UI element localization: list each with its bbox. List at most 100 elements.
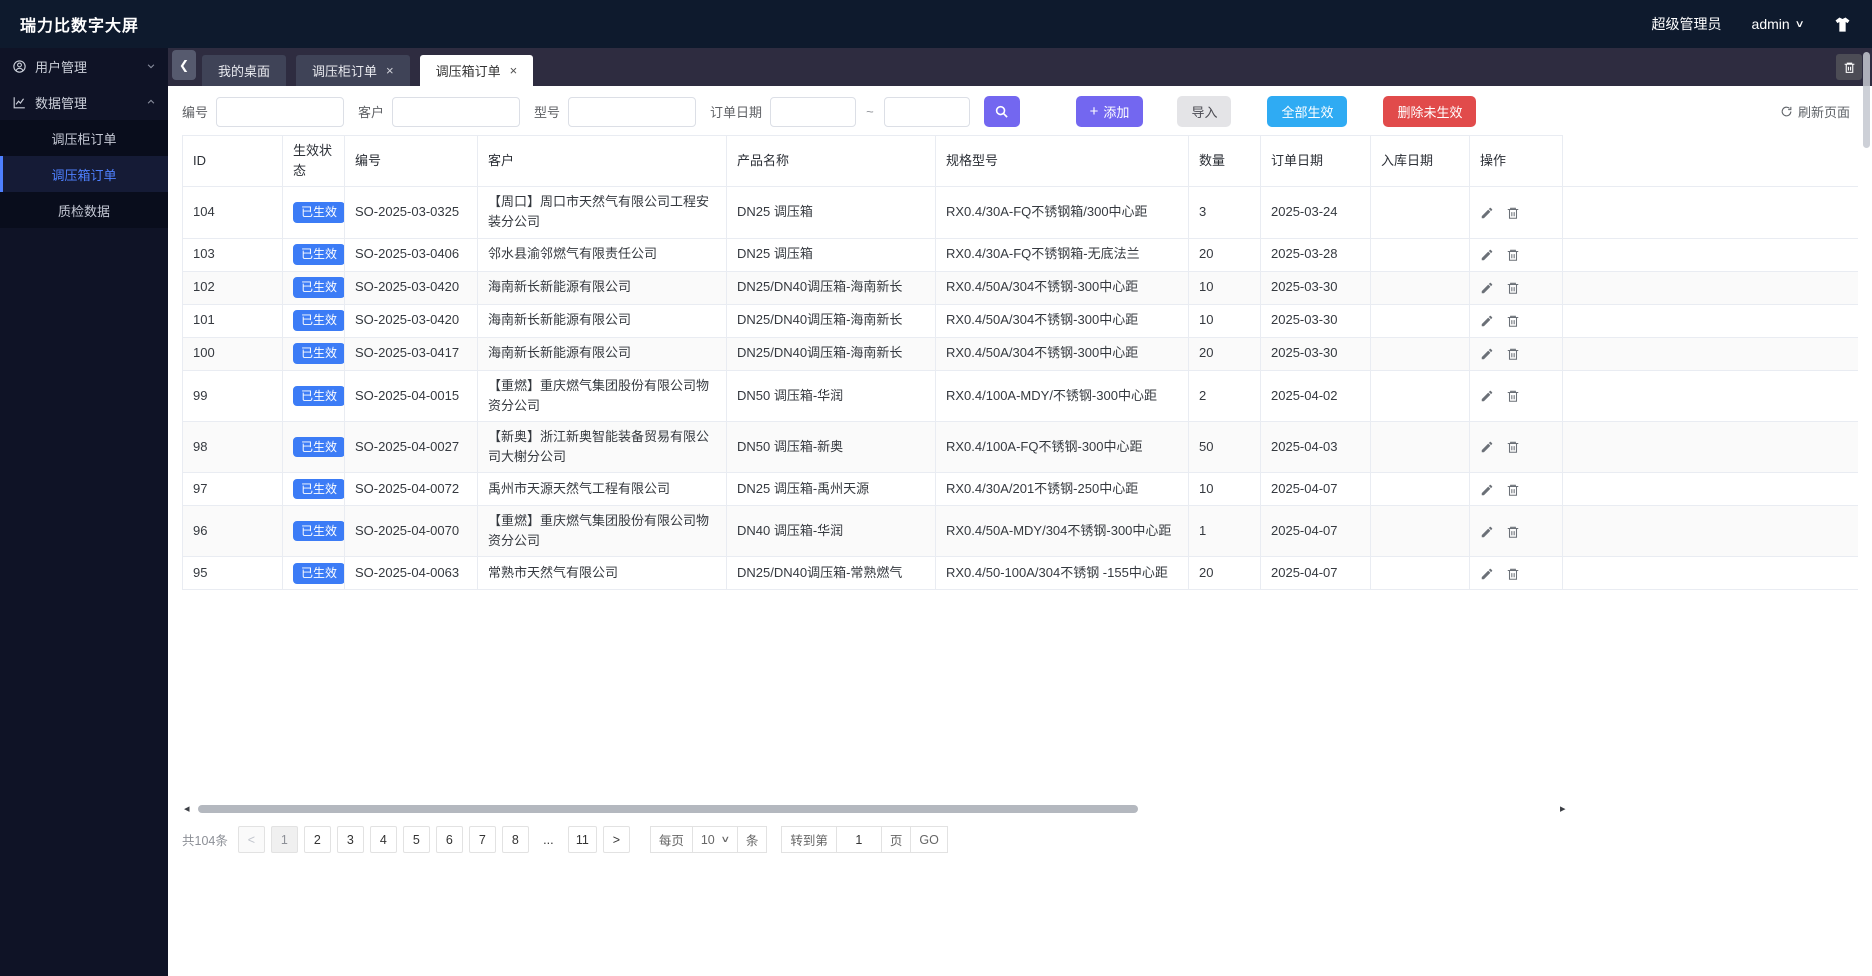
user-menu[interactable]: admin ∨: [1751, 16, 1805, 32]
row-spec: RX0.4/50-100A/304不锈钢 -155中心距: [935, 556, 1189, 591]
scroll-left-arrow-icon[interactable]: ◂: [184, 803, 190, 816]
refresh-page-link[interactable]: 刷新页面: [1780, 102, 1858, 121]
activate-all-button[interactable]: 全部生效: [1267, 96, 1348, 127]
tab-scroll-left-button[interactable]: ❮: [172, 50, 196, 80]
row-id: 99: [182, 369, 283, 422]
next-page-button[interactable]: >: [602, 826, 630, 854]
scroll-right-arrow-icon[interactable]: ▸: [1560, 803, 1566, 816]
app-title: 瑞力比数字大屏: [20, 18, 140, 35]
goto-page-input[interactable]: [844, 831, 873, 848]
row-id: 98: [182, 420, 283, 474]
delete-icon[interactable]: [1506, 389, 1520, 403]
per-page-select[interactable]: 10 ∨: [691, 826, 738, 854]
edit-icon[interactable]: [1480, 347, 1494, 361]
tab-cabinet-orders[interactable]: 调压柜订单 ×: [296, 55, 410, 86]
delete-inactive-button[interactable]: 删除未生效: [1383, 96, 1477, 127]
row-qty: 20: [1188, 556, 1261, 591]
row-in-date: [1370, 303, 1470, 338]
row-spec: RX0.4/30A-FQ不锈钢箱-无底法兰: [935, 237, 1189, 272]
tab-box-orders[interactable]: 调压箱订单 ×: [419, 55, 534, 86]
row-status: 已生效: [282, 186, 345, 239]
delete-icon[interactable]: [1506, 281, 1520, 295]
orders-table-wrapper: ID 生效状态 编号 客户 产品名称 规格型号 数量 订单日期 入库日期 操作 104 已生效 SO-…: [168, 134, 1872, 591]
edit-icon[interactable]: [1480, 389, 1494, 403]
delete-icon[interactable]: [1506, 440, 1520, 454]
edit-icon[interactable]: [1480, 567, 1494, 581]
page-button-11[interactable]: 11: [567, 826, 597, 854]
page-button-6[interactable]: 6: [435, 826, 463, 854]
delete-icon[interactable]: [1506, 347, 1520, 361]
page-button-3[interactable]: 3: [336, 826, 364, 854]
delete-icon[interactable]: [1506, 483, 1520, 497]
import-button[interactable]: 导入: [1177, 96, 1232, 127]
search-button[interactable]: [983, 96, 1020, 127]
horizontal-scrollbar-thumb[interactable]: [198, 805, 1138, 814]
row-customer: 邻水县渝邻燃气有限责任公司: [477, 237, 727, 272]
go-button[interactable]: GO: [910, 826, 948, 854]
vertical-scrollbar-thumb[interactable]: [1863, 52, 1870, 148]
table-row: 102 已生效 SO-2025-03-0420 海南新长新能源有限公司 DN25/DN4…: [182, 270, 1858, 305]
page-button-7[interactable]: 7: [468, 826, 496, 854]
edit-icon[interactable]: [1480, 483, 1494, 497]
chevron-up-icon: [146, 97, 156, 107]
per-page-value: 10: [700, 832, 715, 847]
add-button[interactable]: + 添加: [1075, 96, 1144, 127]
row-in-date: [1370, 556, 1470, 591]
column-header: 生效状态: [282, 134, 345, 188]
table-header-row: ID 生效状态 编号 客户 产品名称 规格型号 数量 订单日期 入库日期 操作: [182, 134, 1858, 188]
theme-shirt-icon[interactable]: [1833, 15, 1852, 34]
row-product: DN25 调压箱-禹州天源: [726, 472, 936, 507]
page-button-8[interactable]: 8: [501, 826, 529, 854]
sidebar-item-data-management[interactable]: 数据管理: [0, 84, 168, 120]
edit-icon[interactable]: [1480, 206, 1494, 220]
code-filter-input[interactable]: [216, 96, 345, 127]
row-qty: 20: [1188, 237, 1261, 272]
main-content: ❮ 我的桌面 调压柜订单 × 调压箱订单 ×: [168, 48, 1872, 976]
page-button-2[interactable]: 2: [303, 826, 331, 854]
order-date-from-input[interactable]: [770, 96, 857, 127]
row-filler: [1562, 271, 1858, 305]
horizontal-scrollbar: ◂ ▸: [182, 802, 1858, 816]
edit-icon[interactable]: [1480, 281, 1494, 295]
status-badge: 已生效: [293, 478, 344, 500]
edit-icon[interactable]: [1480, 440, 1494, 454]
model-filter-input[interactable]: [568, 96, 697, 127]
page-button-5[interactable]: 5: [402, 826, 430, 854]
delete-icon[interactable]: [1506, 206, 1520, 220]
sidebar-item-box-orders[interactable]: 调压箱订单: [0, 156, 168, 192]
row-actions: [1469, 505, 1563, 558]
delete-icon[interactable]: [1506, 314, 1520, 328]
row-filler: [1562, 238, 1858, 272]
delete-icon[interactable]: [1506, 567, 1520, 581]
row-spec: RX0.4/30A-FQ不锈钢箱/300中心距: [935, 186, 1189, 239]
row-filler: [1562, 304, 1858, 338]
row-qty: 10: [1188, 270, 1261, 305]
sidebar-item-user-management[interactable]: 用户管理: [0, 48, 168, 84]
delete-icon[interactable]: [1506, 248, 1520, 262]
username-label: admin: [1751, 16, 1790, 32]
edit-icon[interactable]: [1480, 248, 1494, 262]
row-in-date: [1370, 420, 1470, 474]
row-spec: RX0.4/50A/304不锈钢-300中心距: [935, 336, 1189, 371]
order-date-to-input[interactable]: [883, 96, 970, 127]
edit-icon[interactable]: [1480, 314, 1494, 328]
status-badge: 已生效: [293, 563, 344, 584]
table-row: 101 已生效 SO-2025-03-0420 海南新长新能源有限公司 DN25/DN4…: [182, 303, 1858, 338]
delete-icon[interactable]: [1506, 525, 1520, 539]
filter-label-order-date: 订单日期: [710, 105, 763, 120]
row-order-date: 2025-04-03: [1260, 420, 1371, 474]
close-icon[interactable]: ×: [386, 63, 394, 78]
tab-my-desktop[interactable]: 我的桌面: [202, 55, 287, 86]
sidebar-item-qc-data[interactable]: 质检数据: [57, 203, 110, 219]
edit-icon[interactable]: [1480, 525, 1494, 539]
close-all-tabs-button[interactable]: [1836, 54, 1862, 80]
page-button-4[interactable]: 4: [369, 826, 397, 854]
column-header-filler: [1562, 135, 1858, 188]
filter-label-model: 型号: [534, 105, 561, 120]
customer-filter-input[interactable]: [392, 96, 521, 127]
row-customer: 常熟市天然气有限公司: [477, 556, 727, 591]
close-icon[interactable]: ×: [509, 63, 518, 78]
row-actions: [1469, 303, 1563, 338]
sidebar-item-cabinet-orders[interactable]: 调压柜订单: [51, 131, 117, 147]
